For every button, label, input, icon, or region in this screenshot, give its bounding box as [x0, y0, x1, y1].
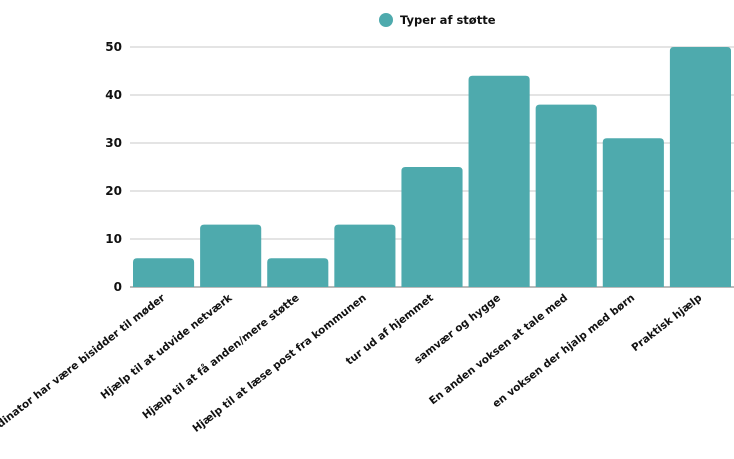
x-category-label: Hjælp til at udvide netværk: [99, 291, 236, 402]
y-axis: 0 10 20 30 40 50: [105, 40, 122, 294]
y-tick-label: 40: [105, 88, 122, 102]
bar: [401, 167, 463, 287]
x-category-label: En anden voksen at tale med: [427, 292, 570, 407]
x-category-label: en voksen der hjalp med børn: [490, 292, 637, 410]
bar: [602, 138, 664, 287]
y-tick-label: 10: [105, 232, 122, 246]
bar: [334, 224, 396, 287]
chart-legend: Typer af støtte: [379, 13, 496, 27]
bar: [468, 75, 530, 287]
x-axis: Koordinator har være bisidder til møderH…: [0, 291, 705, 447]
bar: [267, 258, 329, 287]
bars: [133, 47, 731, 287]
y-tick-label: 30: [105, 136, 122, 150]
y-tick-label: 20: [105, 184, 122, 198]
bar: [200, 224, 262, 287]
x-category-label: Praktisk hjælp: [629, 292, 704, 354]
y-tick-label: 0: [114, 280, 122, 294]
bar: [669, 47, 731, 287]
bar: [535, 104, 597, 287]
bar: [133, 258, 195, 287]
legend-swatch: [379, 13, 393, 27]
legend-label: Typer af støtte: [400, 13, 496, 27]
y-tick-label: 50: [105, 40, 122, 54]
